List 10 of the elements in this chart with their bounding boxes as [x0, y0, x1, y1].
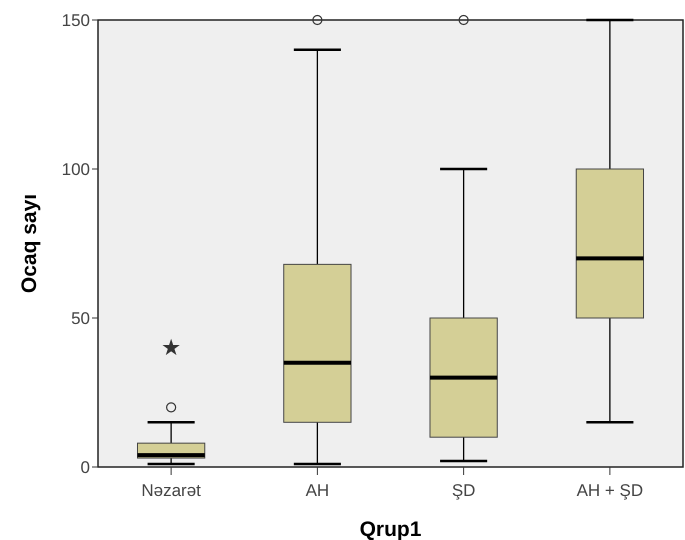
- x-axis-title: Qrup1: [360, 518, 422, 540]
- y-tick-label: 50: [71, 308, 90, 328]
- y-axis-title: Ocaq sayı: [18, 194, 41, 294]
- x-tick-label: AH + ŞD: [576, 481, 644, 500]
- x-tick-label: ŞD: [452, 481, 476, 500]
- y-tick-label: 100: [62, 160, 90, 179]
- x-tick-label: AH: [306, 481, 330, 500]
- x-tick-label: Nəzarət: [141, 481, 202, 500]
- y-tick-label: 150: [62, 10, 90, 30]
- y-tick-label: 0: [80, 458, 90, 477]
